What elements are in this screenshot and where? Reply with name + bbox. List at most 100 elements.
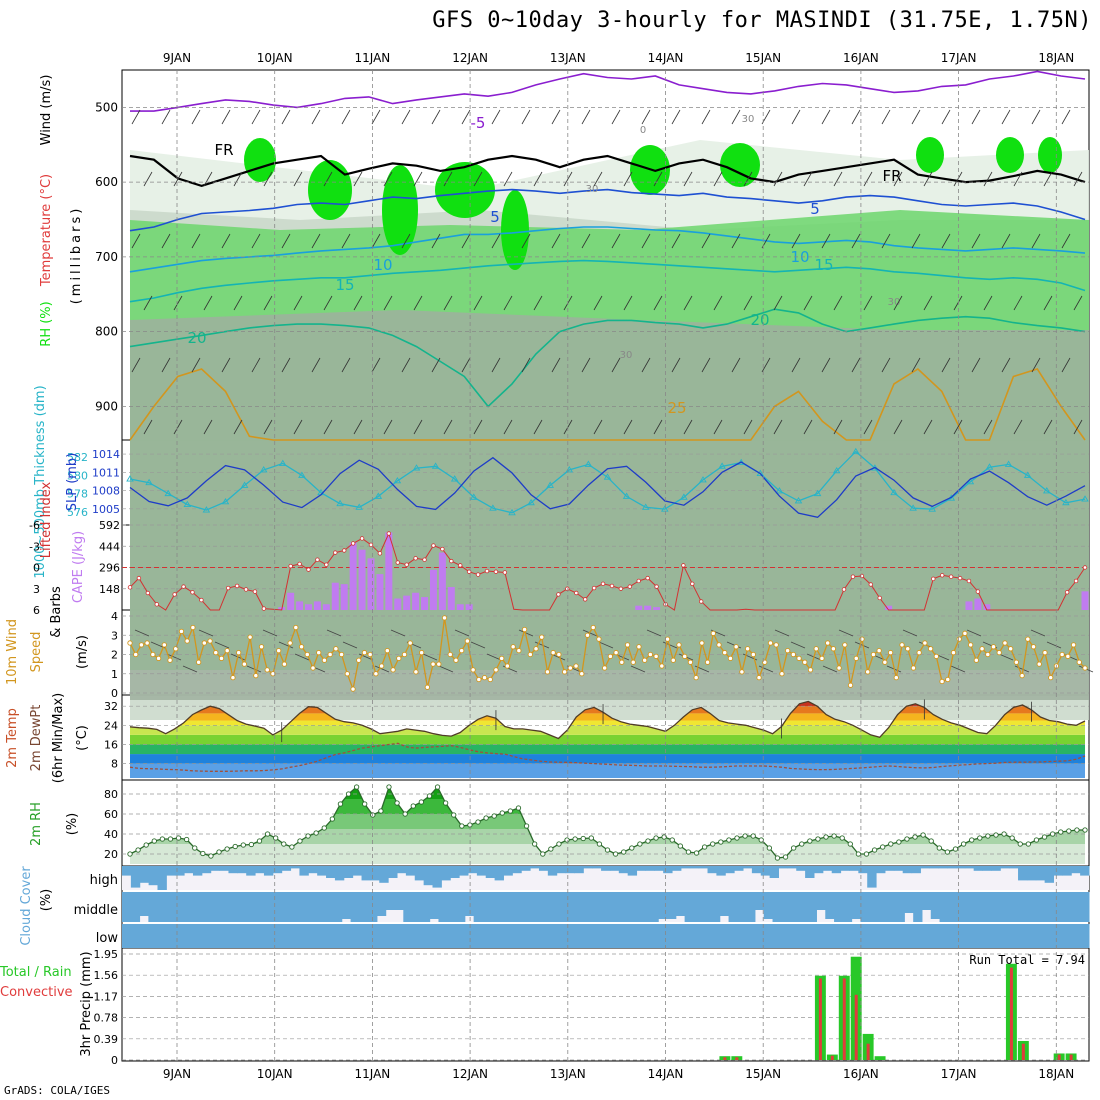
cloud-cell xyxy=(166,924,177,948)
wind-barb xyxy=(623,295,633,311)
wind-barb xyxy=(851,233,861,249)
x-tick-label-top: 15JAN xyxy=(745,51,781,65)
wind-barb xyxy=(413,171,423,187)
wind-barb xyxy=(893,171,903,187)
wind-speed-line-point xyxy=(1036,661,1042,667)
cloud-cell xyxy=(796,866,806,871)
wind-speed-line-point xyxy=(184,638,190,644)
thickness-line-point xyxy=(890,488,898,496)
rh-line-point xyxy=(596,841,603,847)
rh-line-point xyxy=(685,849,692,855)
wind-barb xyxy=(863,171,873,187)
rh-line-point xyxy=(742,833,748,839)
rh-line-point xyxy=(127,851,133,857)
thickness-line xyxy=(129,450,1086,514)
contour-label: -5 xyxy=(471,114,486,132)
wind-barb xyxy=(161,357,171,373)
cloud-cell xyxy=(895,892,905,922)
wind-speed-line-point xyxy=(344,671,350,677)
cloud-cell xyxy=(183,892,193,922)
cape-bar xyxy=(438,552,446,610)
cloud-cell xyxy=(512,866,522,874)
cloud-cell xyxy=(184,866,194,874)
rh-line-point xyxy=(1001,831,1007,837)
wind-barb xyxy=(521,233,531,249)
cloud-cell xyxy=(210,866,221,871)
thickness-line-point xyxy=(622,492,631,499)
cloud-cell xyxy=(878,892,888,922)
thickness-line-point xyxy=(336,499,344,507)
isotherm xyxy=(129,226,1086,273)
wind-barb xyxy=(533,295,543,311)
wind-speed-line-point xyxy=(722,649,728,656)
wind-barb xyxy=(838,629,854,637)
wind-barb xyxy=(941,233,951,249)
y-tick-label: 1005 xyxy=(92,503,120,516)
wind-barb xyxy=(630,665,646,673)
cloud-cell xyxy=(542,924,553,948)
wind-speed-line-point xyxy=(281,661,288,667)
wind-barb xyxy=(443,295,453,311)
rh-peak xyxy=(382,165,418,255)
wind-speed-line-point xyxy=(470,667,476,673)
wind-barb xyxy=(198,629,214,637)
wind-barb xyxy=(893,419,903,435)
wind-barb xyxy=(611,109,621,125)
wind-speed-line-point xyxy=(487,676,493,683)
wind-speed-line-point xyxy=(224,648,230,654)
run-total-label: Run Total = 7.94 xyxy=(969,953,1085,967)
cloud-cell xyxy=(560,924,571,948)
cloud-cell xyxy=(552,892,563,922)
wind-barb xyxy=(1061,109,1071,125)
wind-barb xyxy=(593,419,603,435)
cloud-cell xyxy=(399,924,410,948)
wind-barb xyxy=(923,295,933,311)
y-tick-label: 20 xyxy=(104,848,118,861)
wind-speed-line-point xyxy=(659,663,665,669)
precip-convective-bar xyxy=(854,994,858,1060)
wind-barb xyxy=(713,171,723,187)
cloud-cell xyxy=(807,892,817,922)
rh-line-point xyxy=(637,841,643,847)
y-axis-label: 3hr Precip (mm) xyxy=(79,951,94,1056)
wind-speed-line-point xyxy=(367,651,373,658)
rh-line-point xyxy=(1009,835,1015,841)
y-axis-label: 2m DewPt xyxy=(29,705,44,772)
wind-barb xyxy=(233,171,243,187)
wind-barb xyxy=(731,357,741,373)
wind-barb xyxy=(551,357,561,373)
cloud-cell xyxy=(675,892,686,916)
contour-label: 10 xyxy=(790,248,809,266)
rh-line-point xyxy=(564,837,570,843)
wind-speed-line-point xyxy=(413,669,419,675)
y-tick-label: 0.78 xyxy=(94,1012,119,1025)
rh-line-point xyxy=(993,832,999,838)
thickness-line-point xyxy=(1081,495,1089,502)
wind-barb xyxy=(1043,171,1053,187)
cloud-cell xyxy=(702,892,712,922)
lifted-index-point xyxy=(252,589,258,594)
cloud-cell xyxy=(327,924,338,948)
lifted-index-point xyxy=(699,599,704,604)
cloud-cell xyxy=(957,892,967,922)
cape-bar xyxy=(349,542,357,610)
rh-line-point xyxy=(693,850,700,856)
wind-barb xyxy=(803,171,813,187)
cloud-cell xyxy=(746,892,756,922)
wind-speed-line-point xyxy=(304,651,310,658)
x-tick-label-bottom: 15JAN xyxy=(745,1067,781,1081)
cloud-cell xyxy=(459,866,469,876)
wind-barb xyxy=(353,419,363,435)
wind-speed-line-point xyxy=(276,648,282,654)
wind-speed-line-point xyxy=(373,671,379,677)
wind-barb xyxy=(1001,357,1011,373)
cloud-cell xyxy=(227,892,237,922)
cloud-cell xyxy=(716,866,726,876)
cloud-cell xyxy=(766,924,777,948)
cloud-cell xyxy=(480,924,490,948)
lifted-index-point xyxy=(350,541,356,546)
wind-speed-line-point xyxy=(962,630,968,636)
contour-label: 5 xyxy=(490,208,500,226)
thickness-line-point xyxy=(1004,460,1013,467)
wind-speed-line-point xyxy=(670,657,676,663)
